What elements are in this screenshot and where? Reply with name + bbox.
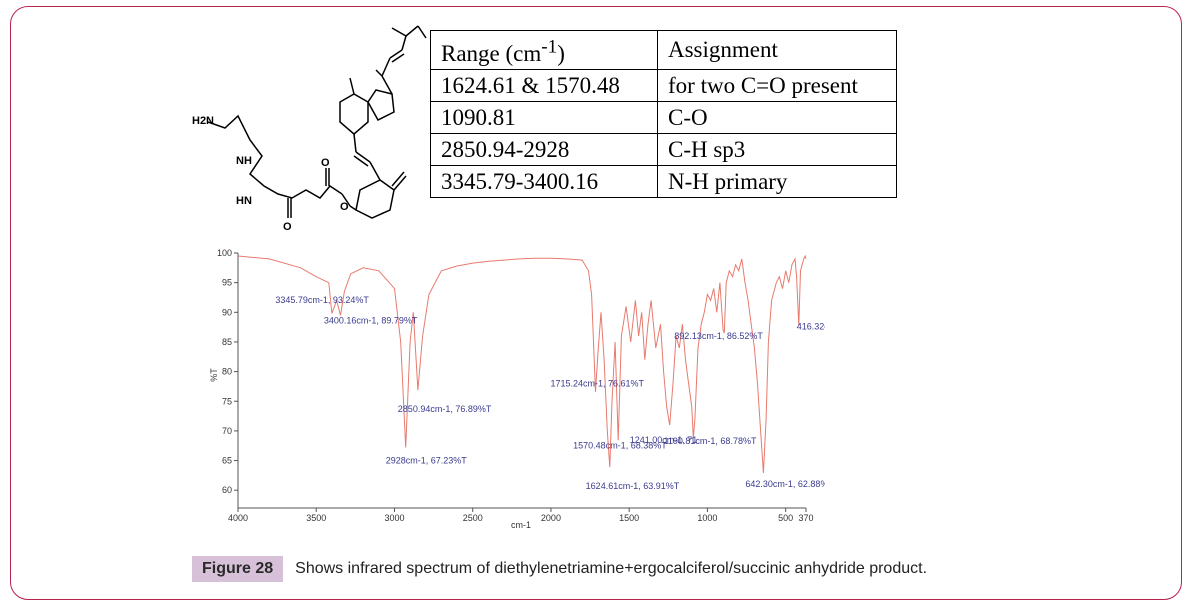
range-cell: 1624.61 & 1570.48 (430, 68, 658, 102)
y-tick-label: 85 (222, 337, 232, 347)
figure-caption: Figure 28 Shows infrared spectrum of die… (192, 555, 927, 583)
assignment-cell: for two C=O present (657, 68, 897, 102)
table-row: 1090.81 C-O (430, 100, 897, 134)
peak-annotation: 642.30cm-1, 62.88%T (745, 479, 825, 489)
oxygen-label-1: O (283, 221, 292, 233)
assignment-cell: N-H primary (657, 164, 897, 198)
range-cell: 2850.94-2928 (430, 132, 658, 166)
y-tick-label: 100 (217, 248, 232, 258)
peak-annotation: 2850.94cm-1, 76.89%T (398, 404, 492, 414)
peak-annotation: 3345.79cm-1, 93.24%T (275, 295, 369, 305)
peak-annotation: 892.13cm-1, 86.52%T (674, 331, 763, 341)
peak-annotation: 1715.24cm-1, 76.61%T (551, 379, 645, 389)
table-row: 3345.79-3400.16 N-H primary (430, 164, 897, 198)
y-axis-label: %T (209, 368, 219, 382)
assignment-table: Range (cm-1) Assignment 1624.61 & 1570.4… (430, 30, 897, 198)
peak-annotation: 416.32cm-1, 87.75%T (797, 322, 825, 332)
caption-text: Shows infrared spectrum of diethylenetri… (295, 560, 928, 577)
y-tick-label: 95 (222, 278, 232, 288)
y-tick-label: 65 (222, 456, 232, 466)
x-tick-label: 2000 (541, 513, 561, 523)
x-tick-label: 1000 (697, 513, 717, 523)
y-tick-label: 60 (222, 485, 232, 495)
x-tick-label: 500 (778, 513, 793, 523)
y-tick-label: 90 (222, 307, 232, 317)
x-tick-label: 4000 (228, 513, 248, 523)
range-cell: 3345.79-3400.16 (430, 164, 658, 198)
header-assignment: Assignment (657, 30, 897, 70)
peak-annotation: 1624.61cm-1, 63.91%T (586, 481, 680, 491)
x-tick-label: 1500 (619, 513, 639, 523)
oxygen-label-2: O (321, 157, 330, 169)
hn-label: HN (236, 195, 252, 207)
table-row: 1624.61 & 1570.48 for two C=O present (430, 68, 897, 102)
peak-annotation: 2928cm-1, 67.23%T (386, 455, 468, 465)
molecule-structure: H2N NH HN O O O (192, 25, 427, 233)
figure-frame (10, 6, 1182, 600)
nh-label: NH (236, 155, 252, 167)
table-header-row: Range (cm-1) Assignment (430, 30, 897, 70)
oxygen-label-3: O (340, 201, 349, 213)
x-tick-label: 370 (798, 513, 813, 523)
x-axis-label: cm-1 (511, 520, 531, 530)
ir-spectrum-chart: 4000 3500 3000 2500 2000 1500 1000 500 370 100 95 9… (209, 248, 825, 530)
x-tick-label: 3000 (384, 513, 404, 523)
y-tick-label: 80 (222, 367, 232, 377)
peak-annotation: 1190.81cm-1, 68.78%T (664, 436, 757, 446)
x-tick-label: 3500 (306, 513, 326, 523)
table-row: 2850.94-2928 C-H sp3 (430, 132, 897, 166)
y-tick-label: 70 (222, 426, 232, 436)
assignment-cell: C-H sp3 (657, 132, 897, 166)
figure-number: Figure 28 (192, 556, 284, 582)
spectrum-line (237, 254, 807, 474)
assignment-cell: C-O (657, 100, 897, 134)
header-range-text: Range (cm-1) (441, 36, 565, 66)
header-range: Range (cm-1) (430, 30, 658, 70)
amine-label: H2N (192, 115, 214, 127)
range-cell: 1090.81 (430, 100, 658, 134)
peak-annotation: 1241.00cm-1, 71 (630, 435, 698, 445)
peak-annotation: 3400.16cm-1, 89.79%T (324, 316, 418, 326)
peak-annotation: 1570.48cm-1, 68.38%T (573, 441, 667, 451)
y-tick-label: 75 (222, 396, 232, 406)
x-tick-label: 2500 (463, 513, 483, 523)
